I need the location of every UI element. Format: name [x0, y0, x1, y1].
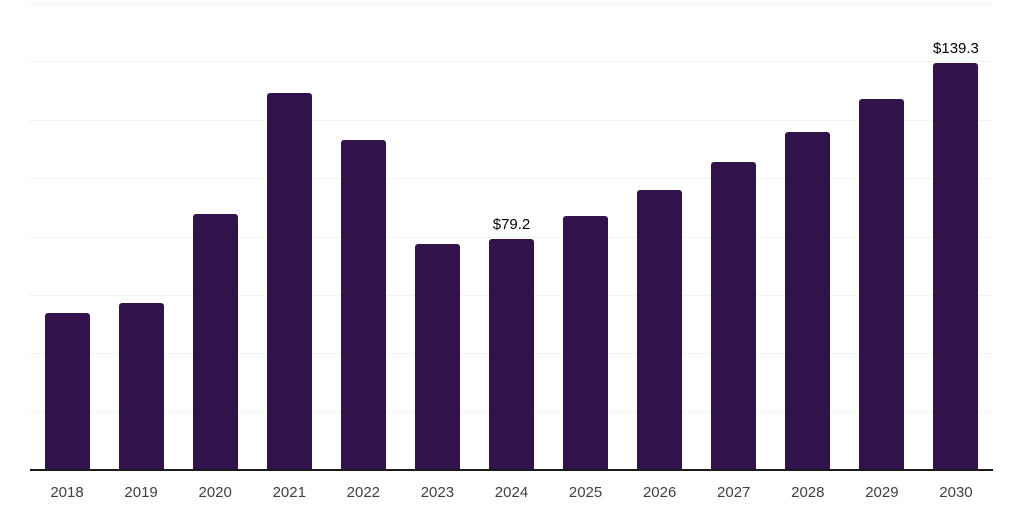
bar-value-label-2030: $139.3	[933, 40, 979, 58]
bar-2023	[414, 243, 460, 470]
x-tick-label-2023: 2023	[420, 484, 455, 501]
bar-2025	[563, 215, 609, 470]
bar-value-label-2024: $79.2	[492, 215, 531, 233]
bar-2021	[266, 92, 312, 470]
bar-2030	[933, 63, 979, 470]
plot-area: $79.2 $139.3	[30, 3, 993, 470]
x-tick-label-2028: 2028	[791, 484, 825, 501]
x-tick-label-2026: 2026	[642, 484, 677, 501]
x-tick-label-2027: 2027	[717, 484, 751, 501]
bar-2028	[785, 132, 831, 470]
x-tick-label-2025: 2025	[568, 484, 603, 501]
gridline	[30, 61, 993, 63]
gridline	[30, 178, 993, 180]
x-axis-labels: 2018 2019 2020 2021 2022 2023 2024 2025 2026 2027…	[30, 484, 993, 504]
x-tick-label-2029: 2029	[865, 484, 899, 501]
bar-2022	[340, 139, 386, 470]
gridline	[30, 236, 993, 238]
x-tick-label-2018: 2018	[50, 484, 84, 501]
x-tick-label-2019: 2019	[124, 484, 158, 501]
bar-2018	[44, 312, 90, 470]
gridline	[30, 119, 993, 121]
bar-2029	[859, 99, 905, 470]
x-tick-label-2030: 2030	[939, 484, 973, 501]
x-tick-label-2021: 2021	[272, 484, 306, 501]
bar-2024	[489, 238, 534, 470]
x-axis-line	[30, 469, 993, 471]
bar-2019	[118, 303, 164, 470]
x-tick-label-2020: 2020	[198, 484, 232, 501]
x-tick-label-2022: 2022	[346, 484, 381, 501]
x-tick-label-2024: 2024	[494, 484, 529, 501]
gridline	[30, 3, 993, 4]
bar-2027	[711, 162, 757, 470]
bar-2020	[192, 213, 238, 470]
bar-2026	[637, 190, 683, 470]
